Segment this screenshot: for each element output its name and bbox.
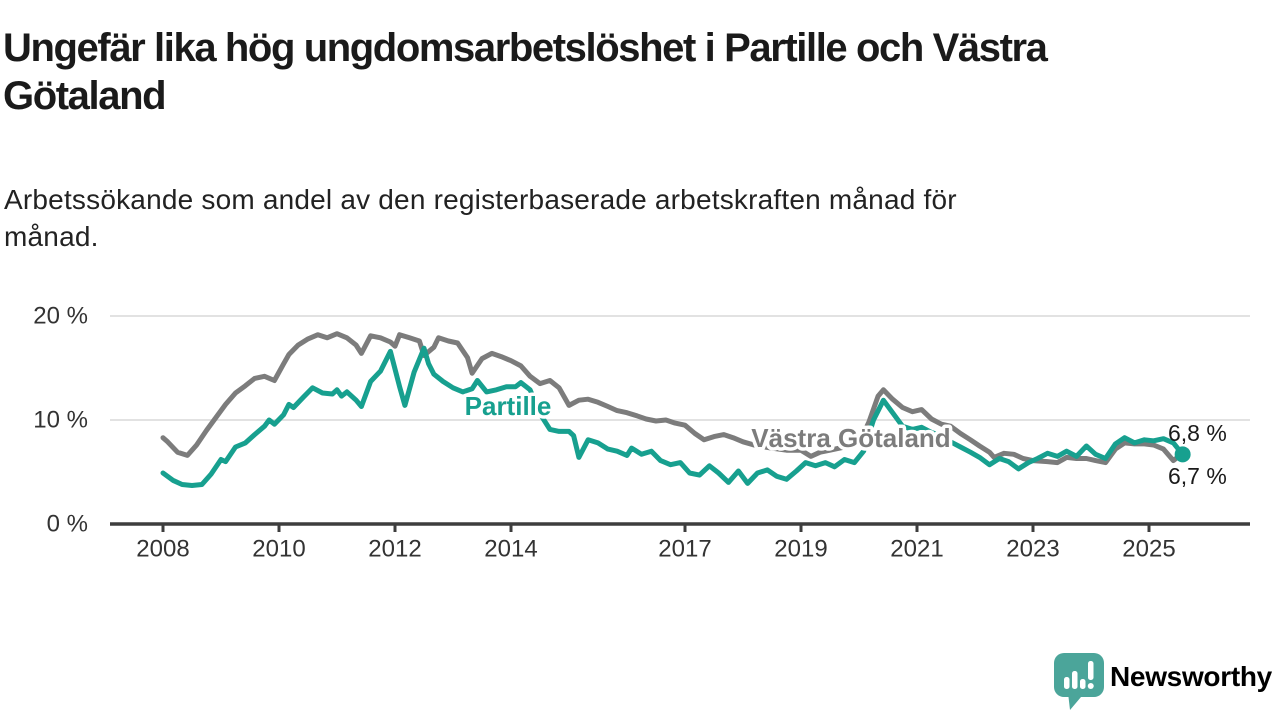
newsworthy-logo-text: Newsworthy	[1110, 661, 1272, 692]
x-axis-label-2023: 2023	[1006, 536, 1059, 563]
x-axis-label-2008: 2008	[136, 536, 189, 563]
chart-subtitle-line2: månad.	[4, 221, 99, 252]
series-line-vastra-gotaland	[160, 331, 1186, 466]
y-axis-label-0: 0 %	[47, 511, 88, 538]
line-chart: 0 % 10 % 20 % 2008 2010 2012 2014 2017 2019 2021 2…	[33, 303, 1250, 563]
y-axis-label-10: 10 %	[33, 407, 88, 434]
x-axis-label-2019: 2019	[774, 536, 827, 563]
speech-bubble-shape	[1054, 653, 1104, 710]
x-axis-label-2010: 2010	[252, 536, 305, 563]
series-line-partille	[160, 345, 1186, 488]
series-label-vastra-gotaland: Västra Götaland	[751, 423, 950, 453]
chart-title-line1: Ungefär lika hög ungdomsarbetslöshet i P…	[3, 26, 1048, 70]
newsworthy-logo: Newsworthy	[1053, 652, 1272, 714]
chart-title-line2: Götaland	[3, 74, 167, 118]
latest-value-dot-partille	[1174, 446, 1191, 463]
end-value-label-partille: 6,7 %	[1168, 463, 1227, 489]
x-axis-label-2012: 2012	[368, 536, 421, 563]
x-axis-label-2021: 2021	[890, 536, 943, 563]
chart-subtitle-line1: Arbetssökande som andel av den registerb…	[4, 184, 957, 215]
newsworthy-logo-icon	[1054, 653, 1104, 710]
chart-title: Ungefär lika hög ungdomsarbetslöshet i P…	[3, 24, 1048, 120]
chart-subtitle: Arbetssökande som andel av den registerb…	[4, 181, 957, 255]
bar-chart-glyph	[1064, 661, 1094, 689]
x-axis-label-2014: 2014	[484, 536, 537, 563]
y-axis-label-20: 20 %	[33, 303, 88, 330]
x-axis-label-2025: 2025	[1122, 536, 1175, 563]
end-value-label-vastra-gotaland: 6,8 %	[1168, 420, 1227, 446]
x-axis-label-2017: 2017	[658, 536, 711, 563]
series-label-partille: Partille	[465, 391, 552, 421]
